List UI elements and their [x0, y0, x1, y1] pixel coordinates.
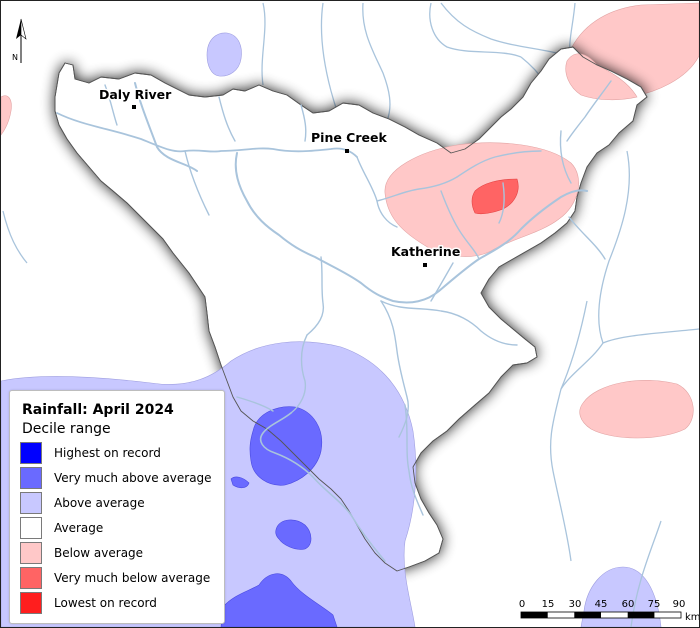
- very-much-above-average-area-small-2: [230, 476, 250, 489]
- below-average-area-northeast-inner: [565, 53, 638, 101]
- legend-swatch: [20, 492, 42, 514]
- legend-swatch: [20, 442, 42, 464]
- scale-tick-label: 30: [568, 599, 582, 610]
- legend-swatch: [20, 517, 42, 539]
- legend-label: Very much below average: [54, 571, 211, 585]
- below-average-area-east: [579, 380, 694, 439]
- town-label: Daly River: [99, 87, 172, 102]
- scale-bar: [520, 611, 682, 619]
- legend-swatch: [20, 567, 42, 589]
- north-label: N: [12, 53, 18, 62]
- town-label: Katherine: [391, 244, 460, 259]
- legend-label: Lowest on record: [54, 596, 157, 610]
- town-marker: [132, 105, 136, 109]
- town-katherine: Katherine: [390, 243, 462, 267]
- below-average-area-west-edge: [1, 95, 12, 136]
- town-pine-creek: Pine Creek: [310, 129, 389, 153]
- very-much-above-average-area-south: [220, 573, 338, 627]
- legend-label: Above average: [54, 496, 145, 510]
- north-arrow-icon: [16, 18, 27, 63]
- legend-label: Average: [54, 521, 104, 535]
- legend-swatch: [20, 542, 42, 564]
- legend-item-very-much-above-average: Very much above average: [20, 467, 220, 491]
- legend-label: Below average: [54, 546, 144, 560]
- legend-label: Highest on record: [54, 446, 161, 460]
- legend-item-highest-on-record: Highest on record: [20, 442, 220, 466]
- scale-tick-label: 15: [541, 599, 555, 610]
- basin-rivers: [56, 80, 612, 562]
- catchment-outline: [54, 46, 648, 572]
- town-label: Pine Creek: [311, 130, 387, 145]
- very-much-above-average-area-small-1: [275, 519, 312, 550]
- legend-swatch: [20, 592, 42, 614]
- legend-title: Rainfall: April 2024: [22, 402, 174, 418]
- town-daly-river: Daly River: [98, 86, 174, 109]
- legend-item-average: Average: [20, 517, 220, 541]
- legend-subtitle: Decile range: [22, 421, 111, 437]
- scale-tick-label: 0: [518, 599, 526, 610]
- scale-tick-label: 45: [594, 599, 608, 610]
- scale-unit: km: [685, 612, 700, 623]
- legend-item-very-much-below-average: Very much below average: [20, 567, 220, 591]
- legend-item-lowest-on-record: Lowest on record: [20, 592, 220, 616]
- legend-item-below-average: Below average: [20, 542, 220, 566]
- scale-tick-label: 90: [672, 599, 686, 610]
- legend: Rainfall: April 2024 Decile range Highes…: [9, 390, 225, 624]
- town-marker: [345, 149, 349, 153]
- legend-swatch: [20, 467, 42, 489]
- scale-tick-label: 75: [647, 599, 661, 610]
- legend-item-above-average: Above average: [20, 492, 220, 516]
- legend-label: Very much above average: [54, 471, 212, 485]
- scale-tick-label: 60: [621, 599, 635, 610]
- town-marker: [423, 263, 427, 267]
- above-average-area-northwest: [206, 32, 242, 77]
